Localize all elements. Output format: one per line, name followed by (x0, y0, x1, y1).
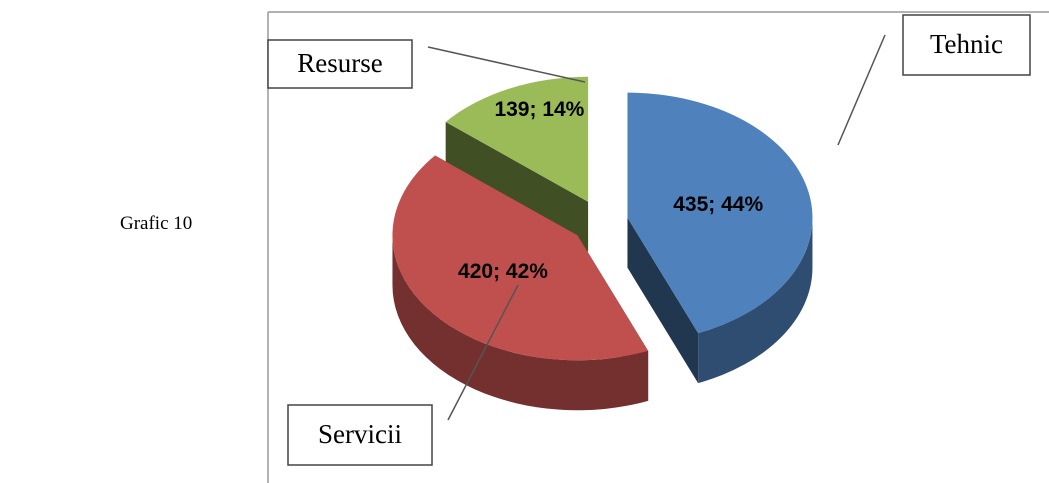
data-label: 139; 14% (494, 98, 584, 121)
data-label: 420; 42% (458, 260, 548, 283)
category-label: Resurse (297, 48, 382, 78)
slice-face (627, 217, 699, 384)
slice-face (445, 121, 589, 252)
label-box (902, 14, 1031, 76)
leader-line (447, 284, 519, 421)
category-label: Servicii (318, 419, 402, 449)
label-box (267, 39, 413, 89)
slice (392, 155, 649, 361)
label-box (287, 404, 433, 466)
data-label: 435; 44% (673, 193, 763, 216)
leader-line (837, 34, 886, 146)
leader-line (427, 46, 586, 83)
caption: Grafic 10 (120, 213, 192, 234)
slice-side (392, 235, 649, 411)
slice (445, 76, 589, 202)
slice (627, 92, 813, 334)
labels: 139; 14% 435; 44% 420; 42% Tehnic Servicii Re… (267, 14, 1031, 466)
pie (392, 76, 813, 411)
slice-side (698, 217, 813, 384)
category-label: Tehnic (930, 29, 1003, 59)
